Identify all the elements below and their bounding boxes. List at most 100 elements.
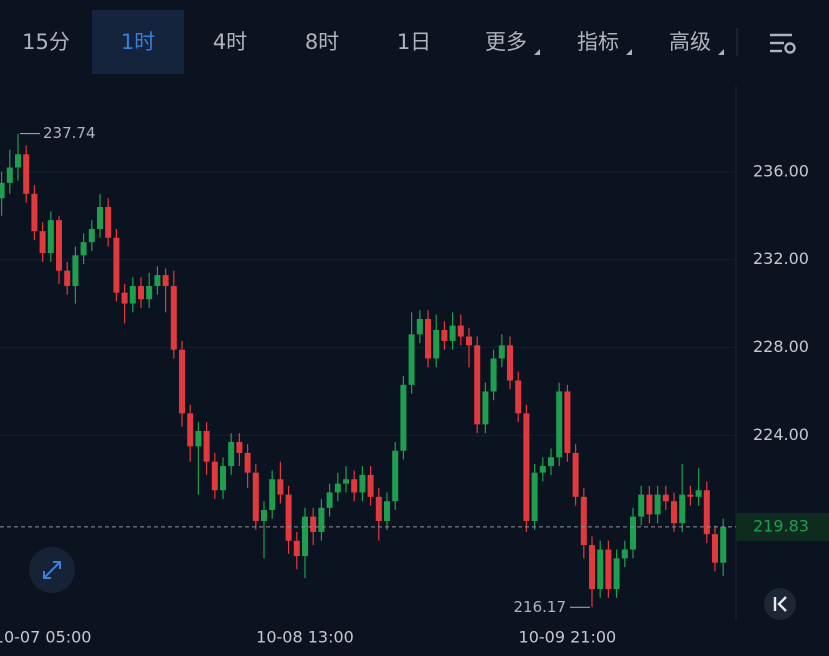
candle-body: [720, 526, 727, 563]
candle-body: [146, 286, 153, 300]
candle-body: [179, 349, 185, 414]
candle-body: [351, 479, 358, 493]
candle-body: [515, 380, 522, 414]
candle-body: [310, 516, 317, 532]
expand-button[interactable]: [29, 547, 75, 593]
candle-body: [105, 206, 112, 238]
candle-body: [384, 501, 390, 521]
candle-body: [556, 391, 563, 458]
candle-body: [539, 466, 546, 473]
candle-body: [228, 441, 235, 467]
tab[interactable]: 4时: [212, 30, 248, 54]
toolbar: 15分 1时 4时 8时 1日 更多 指标 高级: [0, 0, 829, 86]
candle-body: [449, 325, 456, 341]
candle-body: [482, 391, 489, 425]
candle-body: [72, 255, 79, 287]
scroll-latest-button[interactable]: [764, 588, 796, 620]
candle-body: [712, 534, 718, 563]
candle-body: [187, 413, 194, 447]
candle-body: [400, 384, 407, 451]
candle-body: [507, 345, 513, 381]
candle-body: [195, 430, 202, 447]
candle-body: [589, 545, 595, 590]
candle-body: [433, 329, 440, 359]
candle-body: [679, 494, 686, 524]
candle-body: [597, 549, 604, 590]
candle-body: [293, 540, 300, 557]
last-price-box: [736, 512, 829, 541]
candle-body: [269, 479, 276, 510]
candle-body: [654, 494, 661, 515]
candle-body: [80, 242, 87, 256]
candle-body: [121, 292, 128, 304]
tab[interactable]: 1日: [396, 30, 432, 54]
candle-body: [703, 490, 710, 535]
candle-body: [466, 336, 472, 346]
candle-body: [564, 391, 571, 453]
candle-body: [154, 275, 161, 287]
candle-body: [662, 494, 669, 502]
candle-body: [490, 358, 497, 392]
candle-body: [498, 345, 505, 359]
candle-body: [88, 228, 95, 243]
candle-body: [64, 270, 71, 287]
last-price-label: 219.83: [753, 516, 809, 535]
candle-body: [113, 237, 120, 293]
candle-body: [47, 220, 54, 254]
tab[interactable]: 指标: [552, 10, 644, 74]
candle-body: [0, 182, 5, 199]
candle-body: [302, 516, 308, 557]
candle-body: [211, 461, 218, 491]
candle-body: [162, 275, 169, 287]
x-tick-label: 10-08 13:00: [256, 628, 354, 647]
candle-body: [318, 507, 325, 532]
y-tick-label: 224.00: [753, 425, 809, 444]
tab[interactable]: 高级: [644, 10, 736, 74]
x-tick-label: 10-09 21:00: [519, 628, 617, 647]
candle-body: [285, 494, 292, 541]
candle-body: [671, 501, 677, 524]
settings-icon[interactable]: [770, 33, 796, 54]
tab[interactable]: 1时: [92, 10, 184, 74]
high-label: 237.74: [43, 124, 96, 142]
candle-body: [97, 206, 103, 229]
low-label: 216.17: [514, 598, 567, 616]
candle-body: [23, 154, 30, 194]
candle-body: [392, 450, 399, 502]
candle-body: [687, 494, 694, 497]
candle-body: [31, 193, 38, 232]
candle-body: [326, 492, 333, 508]
y-tick-label: 228.00: [753, 337, 809, 356]
candle-body: [646, 494, 653, 515]
tab[interactable]: 8时: [304, 30, 340, 54]
candle-body: [252, 472, 259, 521]
candle-body: [359, 474, 366, 493]
candle-body: [39, 231, 46, 254]
candle-body: [129, 286, 136, 304]
candle-body: [375, 496, 382, 521]
candle-body: [343, 479, 349, 484]
candle-body: [572, 452, 579, 497]
candle-body: [416, 318, 423, 335]
candle-body: [548, 457, 554, 467]
candle-body: [367, 474, 374, 497]
candle-body: [408, 334, 415, 385]
tab[interactable]: 更多: [460, 10, 552, 74]
candle-body: [6, 167, 13, 183]
candle-body: [203, 430, 210, 462]
candle-body: [425, 318, 431, 359]
candle-body: [220, 466, 226, 491]
candle-body: [695, 490, 702, 497]
candle-body: [638, 494, 645, 517]
candle-body: [605, 549, 612, 590]
candle-body: [261, 509, 267, 521]
candle-body: [334, 483, 341, 493]
candle-body: [580, 496, 587, 546]
tab[interactable]: 15分: [22, 30, 70, 54]
candle-body: [56, 220, 62, 271]
x-tick-label: 10-07 05:00: [0, 628, 91, 647]
candle-body: [277, 479, 284, 495]
y-tick-label: 232.00: [753, 249, 809, 268]
